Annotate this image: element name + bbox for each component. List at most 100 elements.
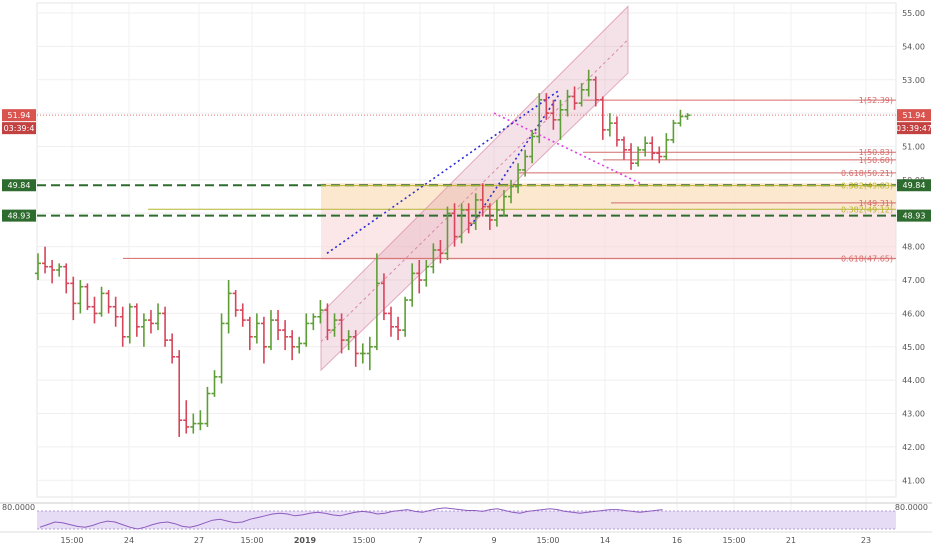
ohlc-bar [56,263,63,277]
ohlc-bar [63,263,70,294]
x-tick-label: 15:00 [240,536,263,545]
ohlc-bar [345,330,352,351]
ohlc-bar [112,296,119,327]
ohlc-bar [670,119,677,144]
price-tags: 51.94 03:39:4 51.94 03:39:47 49.84 48.93 49.84… [2,109,932,222]
ohlc-bar [409,263,416,307]
x-tick-label: 14 [600,536,610,545]
ohlc-bar [500,189,507,217]
ohlc-bar [402,296,409,337]
indicator-line [39,507,663,530]
x-tick-label: 27 [194,536,204,545]
right-time-tag-bg [897,122,931,135]
x-tick-label: 23 [861,536,871,545]
fib-levels: 1(52.39) 1(50.83)1(50.60) 0.618(50.21) 0.38… [37,96,896,263]
x-tick-label: 15:00 [352,536,375,545]
ohlc-bar [663,133,670,160]
y-tick-label: 45.00 [902,343,925,352]
ohlc-bar [253,313,260,344]
ohlc-bar [140,313,147,347]
ohlc-bar [628,143,635,170]
right-time-tag-text: 03:39:47 [896,124,932,133]
ohlc-bar [550,99,557,130]
right-price-tag: 51.94 [897,109,931,122]
left-time-tag-text: 03:39:4 [4,124,35,133]
fib-label: 0.382(49.83) [841,182,893,191]
right-level-tag-1: 49.84 [897,179,931,192]
left-price-tag-bg [2,109,36,122]
ohlc-bar [91,296,98,324]
right-level-tag-2-bg [897,209,931,222]
left-level-tag-2: 48.93 [2,209,36,222]
ohlc-bar [303,313,310,347]
ohlc-bar [380,273,387,321]
ohlc-bar [557,99,564,140]
ohlc-bar [225,280,232,334]
ohlc-bar [190,413,197,434]
y-tick-label: 42.00 [902,443,925,452]
ohlc-bar [162,306,169,347]
indicator-pane: 80.0000 80.0000 [0,502,932,530]
fib-zone-yellow [321,183,896,209]
ohlc-bar [246,316,253,351]
ohlc-bar [211,370,218,397]
y-tick-label: 51.00 [902,143,925,152]
ohlc-bar [620,136,627,160]
ohlc-bar [444,206,451,261]
ohlc-bar [684,113,691,120]
y-tick-label: 41.00 [902,476,925,485]
ohlc-bar [451,203,458,247]
ohlc-bar [529,129,536,164]
ohlc-bar [592,76,599,107]
ohlc-bar [183,400,190,434]
x-axis: 15:00 24 27 15:00 2019 15:00 7 9 15:00 14 16 15:00 2… [0,531,932,545]
y-tick-label: 43.00 [902,410,925,419]
trendline-magenta [493,112,641,184]
ohlc-bar [373,253,380,351]
indicator-band [37,511,896,529]
y-axis: 55.0054.0053.0052.0051.0050.0049.0048.00… [902,9,925,485]
ohlc-bar [649,136,656,160]
ohlc-bar [155,303,162,331]
ohlc-bar [472,193,479,230]
ohlc-bar [479,183,486,217]
ohlc-bar [366,336,373,371]
y-tick-label: 44.00 [902,376,925,385]
ohlc-bar [599,96,606,140]
left-level-tag-1-bg [2,179,36,192]
y-tick-label: 54.00 [902,42,925,51]
ohlc-bar [486,203,493,230]
x-tick-label: 9 [491,536,496,545]
left-level-tag-1: 49.84 [2,179,36,192]
right-level-tag-1-bg [897,179,931,192]
ohlc-bar [35,253,41,281]
ohlc-bar [133,303,140,337]
ohlc-bar [437,239,444,264]
ohlc-bar [324,303,331,341]
left-time-tag: 03:39:4 [2,122,36,135]
ohlc-bar [197,410,204,431]
ohlc-bar [564,89,571,117]
ohlc-bar [522,149,529,177]
ohlc-bar [465,203,472,234]
ohlc-bar [317,300,324,324]
fib-label: 0.618(47.65) [841,254,893,263]
right-level-tag-2-text: 48.93 [903,212,926,221]
ohlc-bar [119,306,126,347]
ohlc-bar [169,333,176,364]
ohlc-bar [642,136,649,157]
y-tick-label: 46.00 [902,309,925,318]
ohlc-bar [352,330,359,367]
ohlc-bar [543,93,550,120]
ohlc-bar [430,243,437,274]
x-tick-label: 15:00 [722,536,745,545]
fib-label: 1(50.60) [859,156,893,165]
ohlc-bar [84,283,91,311]
left-level-tag-1-text: 49.84 [8,181,31,190]
ohlc-bar [239,303,246,327]
ohlc-bar [585,69,592,97]
ohlc-bar [493,199,500,227]
ohlc-bar [416,260,423,294]
right-price-tag-bg [897,109,931,122]
